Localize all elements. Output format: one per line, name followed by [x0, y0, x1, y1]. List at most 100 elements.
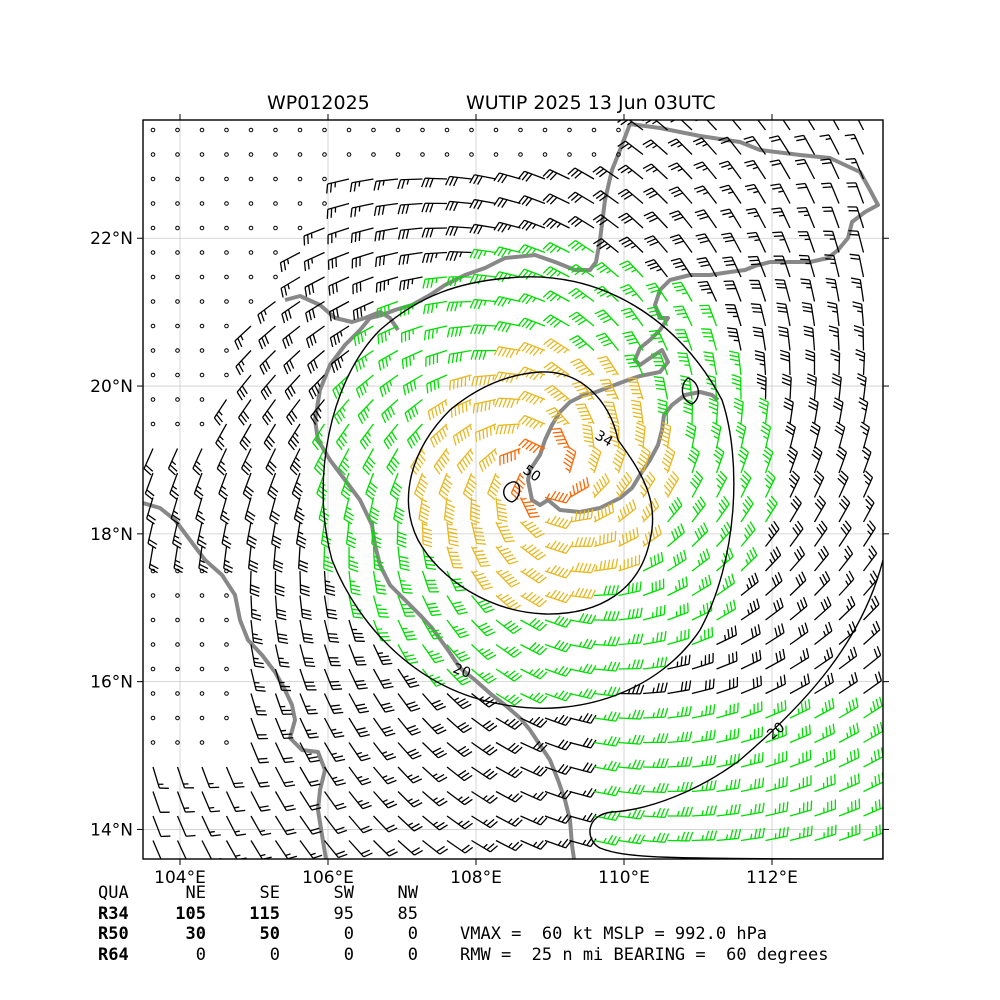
wind-barb	[470, 521, 487, 545]
wind-barb	[567, 167, 595, 180]
wind-barb	[862, 520, 876, 547]
calm-marker	[224, 642, 229, 647]
wind-barb	[517, 170, 546, 182]
wind-barb	[740, 572, 759, 597]
calm-marker	[199, 642, 205, 647]
wind-barb	[708, 397, 719, 425]
wind-barb	[520, 642, 548, 656]
wind-barb	[786, 445, 799, 474]
wind-barb	[639, 471, 656, 498]
wind-barb	[863, 823, 883, 842]
lon-tick-label: 110°E	[598, 868, 650, 888]
wind-barb	[470, 324, 497, 335]
wind-barb	[737, 445, 749, 474]
wind-barb	[667, 654, 691, 670]
wind-barb	[495, 839, 523, 852]
wind-barb	[828, 325, 840, 351]
wind-barb	[647, 306, 669, 327]
wind-barb	[393, 497, 405, 525]
wind-barb	[593, 785, 621, 797]
wind-barb	[422, 839, 449, 855]
wind-barb	[323, 840, 348, 859]
wind-barb	[446, 693, 472, 710]
wind-barb	[169, 472, 180, 501]
wind-barb	[653, 376, 669, 400]
wind-barb	[422, 717, 447, 735]
contour-50kt	[407, 371, 654, 615]
wind-barb	[246, 521, 257, 549]
wind-barb	[274, 766, 296, 788]
wind-barb	[517, 341, 546, 357]
wind-barb	[519, 497, 540, 518]
wind-barb	[383, 423, 399, 450]
calm-marker	[591, 127, 597, 133]
wind-barb	[691, 627, 714, 646]
wind-barb	[645, 282, 669, 302]
wind-barb	[667, 705, 692, 719]
wind-barb	[287, 423, 301, 451]
calm-marker	[224, 250, 229, 255]
wind-barb	[695, 233, 718, 253]
calm-marker	[175, 642, 180, 647]
calm-marker	[224, 691, 229, 696]
wind-barb	[307, 350, 325, 374]
wind-barb	[757, 120, 767, 131]
wind-barb	[569, 737, 597, 749]
wind-barb	[637, 445, 651, 474]
coastline	[313, 123, 632, 859]
wind-barb	[372, 546, 384, 572]
wind-barb	[808, 397, 819, 425]
calm-marker	[150, 201, 156, 206]
calm-marker	[420, 152, 425, 157]
wind-barb	[520, 765, 548, 777]
wind-barb	[332, 374, 350, 399]
wind-barb	[338, 448, 350, 476]
wind-barb	[801, 301, 816, 327]
wind-barb	[446, 595, 468, 615]
wind-barb	[838, 748, 860, 768]
wind-barb	[642, 733, 669, 744]
wind-barb	[587, 445, 602, 474]
wind-barb	[283, 350, 301, 375]
wind-barb	[768, 135, 791, 155]
wind-barb	[213, 399, 228, 426]
wind-barb	[809, 421, 821, 449]
calm-marker	[224, 568, 229, 574]
wind-barb	[397, 227, 423, 240]
calm-marker	[395, 127, 401, 133]
wind-barb	[642, 707, 669, 719]
wind-barb	[618, 236, 644, 253]
wind-barb	[592, 472, 610, 498]
wind-barb	[634, 422, 646, 449]
calm-marker	[175, 421, 180, 427]
calm-marker	[199, 568, 205, 574]
wind-barb	[446, 766, 473, 782]
wind-barb	[520, 544, 547, 561]
wind-barb	[422, 742, 447, 759]
wind-barb	[838, 823, 861, 842]
wind-barb	[567, 191, 595, 205]
wind-barb	[520, 815, 548, 826]
wind-barb	[863, 595, 880, 621]
wind-barb	[691, 548, 711, 572]
wind-barb	[544, 615, 573, 628]
wind-barb	[299, 840, 323, 859]
wind-barb	[720, 208, 742, 229]
wind-barb	[449, 374, 472, 391]
wind-barb	[414, 472, 429, 501]
wind-barb	[593, 558, 619, 572]
wind-barb	[814, 596, 832, 621]
wind-barb	[421, 202, 448, 213]
wind-barb	[323, 693, 344, 715]
table-row: R34 105 115 95 85	[98, 904, 418, 925]
calm-marker	[199, 299, 205, 304]
wind-barb	[433, 448, 450, 475]
wind-barb	[263, 423, 277, 451]
wind-barb	[398, 251, 423, 266]
wind-barb	[520, 520, 545, 539]
wind-barb	[262, 399, 277, 426]
calm-marker	[322, 201, 327, 206]
coastline	[143, 501, 328, 859]
wind-barb	[837, 470, 849, 498]
wind-barb	[814, 621, 833, 646]
